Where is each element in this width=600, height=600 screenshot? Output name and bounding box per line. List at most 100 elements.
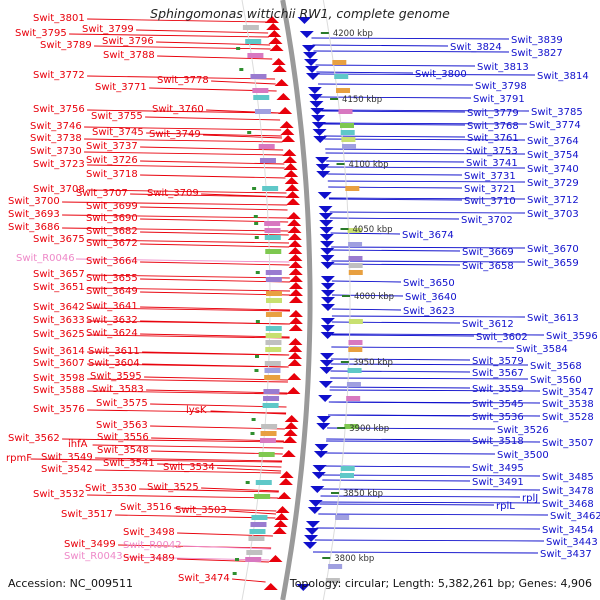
gene-label-left: Swit_3649 xyxy=(86,286,138,297)
leader-line xyxy=(87,494,279,499)
reverse-gene-arrow xyxy=(320,262,335,269)
leader-line xyxy=(326,166,526,169)
function-block xyxy=(259,158,276,163)
function-block xyxy=(265,249,282,254)
leader-line xyxy=(318,513,549,516)
scale-tick-label: 4000 kbp xyxy=(354,292,394,302)
forward-gene-arrow xyxy=(263,583,278,590)
function-block xyxy=(325,578,340,583)
function-block xyxy=(328,564,343,569)
function-block xyxy=(250,74,267,79)
leader-line xyxy=(323,135,466,138)
scale-tick xyxy=(341,295,350,297)
gene-label-left: Swit_R0046 xyxy=(16,253,75,264)
scale-tick xyxy=(330,98,339,100)
reverse-gene-arrow xyxy=(318,395,333,402)
gene-label-left: Swit_3633 xyxy=(33,315,85,326)
reverse-gene-arrow xyxy=(321,297,335,304)
leader-line xyxy=(87,239,290,244)
function-block xyxy=(242,25,259,30)
function-block xyxy=(264,361,281,366)
reverse-gene-arrow xyxy=(316,423,331,430)
gene-label-left: Swit_3611 xyxy=(88,346,140,357)
gene-label-left: Swit_3607 xyxy=(33,358,85,369)
leader-line xyxy=(326,438,471,441)
leader-line xyxy=(326,160,465,163)
leader-line xyxy=(142,351,290,356)
forward-gene-arrow xyxy=(268,555,283,562)
function-block xyxy=(251,515,268,520)
function-block xyxy=(342,144,357,149)
gene-label-left: Swit_3655 xyxy=(86,273,138,284)
forward-gene-arrow xyxy=(271,58,286,65)
reverse-gene-arrow xyxy=(310,486,325,493)
leader-line xyxy=(87,334,290,339)
reverse-gene-arrow xyxy=(308,500,323,507)
forward-gene-arrow xyxy=(277,492,292,499)
leader-line xyxy=(146,132,282,137)
leader-line xyxy=(75,258,290,263)
leader-line xyxy=(330,358,471,361)
forward-gene-arrow xyxy=(287,226,302,233)
function-block xyxy=(259,438,276,443)
leader-line xyxy=(327,180,526,183)
scale-tick xyxy=(330,492,339,494)
function-block xyxy=(265,340,282,345)
reverse-gene-arrow xyxy=(320,241,335,248)
gene-label-left: Swit_3575 xyxy=(96,398,148,409)
topology-text: Topology: circular; Length: 5,382,261 bp… xyxy=(289,577,592,590)
leader-line xyxy=(84,151,284,156)
gene-label-right: Swit_3507 xyxy=(542,438,594,449)
forward-gene-arrow xyxy=(272,527,287,534)
gene-label-left: Swit_3625 xyxy=(33,329,85,340)
leader-line xyxy=(87,378,288,383)
reverse-gene-arrow xyxy=(313,136,328,143)
gene-label-left: Swit_3789 xyxy=(40,40,92,51)
gene-label-left: Swit_3664 xyxy=(86,256,138,267)
leader-line xyxy=(329,389,541,392)
forward-gene-arrow xyxy=(287,373,302,380)
function-block xyxy=(347,228,362,233)
function-block xyxy=(255,480,272,485)
function-block xyxy=(338,109,353,114)
leader-line xyxy=(331,260,526,263)
leader-line xyxy=(313,551,539,554)
gene-label-left: Swit_3642 xyxy=(33,302,85,313)
reverse-gene-arrow xyxy=(305,66,320,73)
scale-ticks: 4200 kbp 4150 kbp 4100 kbp 4050 kbp 4000 kbp… xyxy=(320,29,394,564)
gene-label-left: Swit_3503 xyxy=(175,505,227,516)
function-block xyxy=(334,74,349,79)
gene-label-right: Swit_3623 xyxy=(403,306,455,317)
reverse-gene-arrow xyxy=(319,220,334,227)
forward-gene-arrow xyxy=(274,79,289,86)
gene-label-right: Swit_3839 xyxy=(511,35,563,46)
forward-gene-arrow xyxy=(288,275,303,282)
leader-line xyxy=(30,458,282,463)
gene-label-right: Swit_3659 xyxy=(527,258,579,269)
reverse-gene-arrow xyxy=(303,52,318,59)
leader-line xyxy=(314,539,545,542)
outer-track-arc xyxy=(322,0,351,600)
gene-label-left: Swit_3489 xyxy=(123,553,175,564)
gene-label-left: Swit_3563 xyxy=(96,420,148,431)
leader-line xyxy=(325,452,496,455)
forward-gene-arrow xyxy=(284,422,299,429)
gene-label-right: Swit_3827 xyxy=(511,48,563,59)
leader-line xyxy=(140,206,288,211)
reverse-gene-arrow xyxy=(307,507,322,514)
leader-line xyxy=(142,363,289,368)
rna-marker xyxy=(253,215,258,218)
scale-tick xyxy=(336,163,345,165)
gene-label-left: Swit_3755 xyxy=(91,111,143,122)
gene-label-left: Swit_3738 xyxy=(30,133,82,144)
leader-line xyxy=(328,414,541,417)
gene-label-right: Swit_3500 xyxy=(497,450,549,461)
leader-line xyxy=(328,197,526,200)
leader-line xyxy=(87,75,276,80)
scale-tick xyxy=(340,228,349,230)
gene-label-left: Swit_3588 xyxy=(33,385,85,396)
scale-tick-label: 3800 kbp xyxy=(334,554,374,564)
leader-line xyxy=(326,440,541,443)
gene-label-left: Swit_3707 xyxy=(76,188,128,199)
